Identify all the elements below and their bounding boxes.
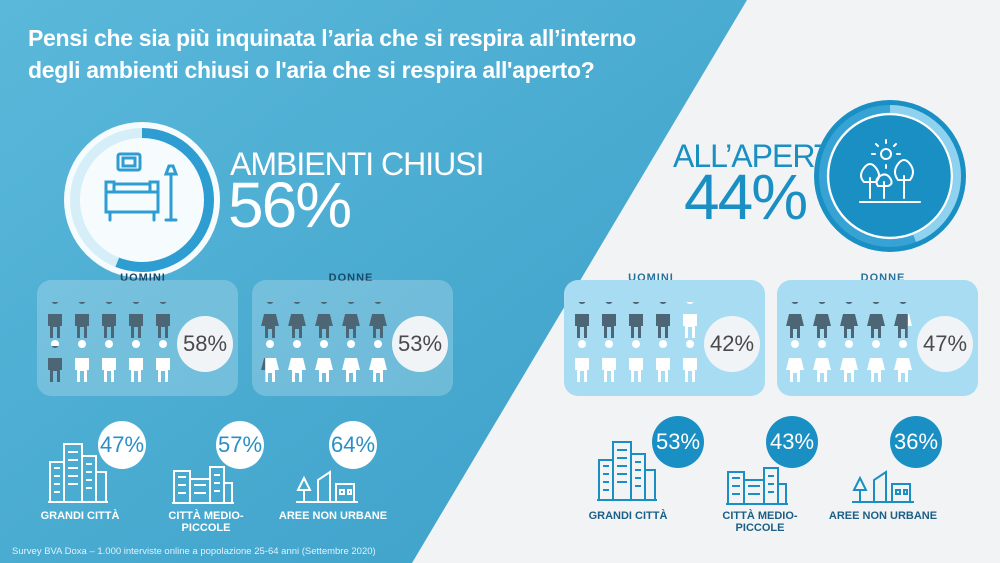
man-icon xyxy=(156,340,170,382)
woman-icon xyxy=(288,296,306,338)
woman-icon xyxy=(261,340,279,382)
woman-icon xyxy=(867,296,885,338)
men-figures xyxy=(48,296,170,382)
rural-area-icon xyxy=(852,470,914,503)
woman-icon xyxy=(813,340,831,382)
all-aperto-value: 44% xyxy=(684,161,808,233)
woman-icon xyxy=(840,296,858,338)
right-aree-non-urbane-label: AREE NON URBANE xyxy=(828,510,938,522)
woman-icon xyxy=(261,296,279,338)
left-uomini-panel: 58% xyxy=(37,280,238,396)
left-aree-non-urbane-label: AREE NON URBANE xyxy=(278,510,388,522)
big-city-icon xyxy=(48,443,108,503)
woman-icon xyxy=(786,296,804,338)
man-icon xyxy=(683,340,697,382)
left-citta-medio-label: CITTÀ MEDIO-PICCOLE xyxy=(168,510,244,534)
all-aperto-gauge xyxy=(814,100,966,252)
ambienti-chiusi-gauge xyxy=(64,122,220,278)
woman-icon xyxy=(315,296,333,338)
right-citta-medio-label: CITTÀ MEDIO-PICCOLE xyxy=(722,510,798,534)
right-donne-panel: 47% xyxy=(777,280,978,396)
left-donne-panel: 53% xyxy=(252,280,453,396)
women-figures xyxy=(786,296,912,382)
right-donne-value: 47% xyxy=(917,316,973,372)
men-figures xyxy=(575,296,697,382)
man-icon xyxy=(156,296,170,338)
woman-icon xyxy=(288,340,306,382)
woman-icon xyxy=(369,340,387,382)
left-uomini-value: 58% xyxy=(177,316,233,372)
big-city-icon xyxy=(597,441,657,501)
man-icon xyxy=(602,296,616,338)
source-footnote: Survey BVA Doxa – 1.000 interviste onlin… xyxy=(12,546,376,557)
left-grandi-citta-label: GRANDI CITTÀ xyxy=(40,510,120,522)
woman-icon xyxy=(342,340,360,382)
men-icon-grid xyxy=(43,296,183,389)
woman-icon xyxy=(894,296,912,338)
right-uomini-panel: 42% xyxy=(564,280,765,396)
man-icon xyxy=(48,340,62,382)
question-title: Pensi che sia più inquinata l’aria che s… xyxy=(28,22,748,86)
medium-city-icon xyxy=(172,466,234,504)
man-icon xyxy=(683,296,697,338)
man-icon xyxy=(602,340,616,382)
woman-icon xyxy=(786,340,804,382)
left-grandi-citta-value: 47% xyxy=(98,421,146,469)
man-icon xyxy=(629,296,643,338)
man-icon xyxy=(75,296,89,338)
women-icon-grid xyxy=(783,296,923,389)
right-uomini-value: 42% xyxy=(704,316,760,372)
right-aree-non-urbane-value: 36% xyxy=(890,416,942,468)
right-grandi-citta-label: GRANDI CITTÀ xyxy=(588,510,668,522)
man-icon xyxy=(656,296,670,338)
women-icon-grid xyxy=(258,296,398,389)
left-donne-label: DONNE xyxy=(328,272,374,284)
right-citta-medio-value: 43% xyxy=(766,416,818,468)
man-icon xyxy=(102,340,116,382)
rural-area-icon xyxy=(296,470,358,503)
woman-icon xyxy=(315,340,333,382)
title-line-1: Pensi che sia più inquinata l’aria che s… xyxy=(28,25,637,51)
man-icon xyxy=(629,340,643,382)
men-icon-grid xyxy=(570,296,710,389)
woman-icon xyxy=(342,296,360,338)
man-icon xyxy=(656,340,670,382)
man-icon xyxy=(575,296,589,338)
women-figures xyxy=(261,296,387,382)
man-icon xyxy=(129,340,143,382)
woman-icon xyxy=(894,340,912,382)
left-donne-value: 53% xyxy=(392,316,448,372)
left-aree-non-urbane-value: 64% xyxy=(329,421,377,469)
man-icon xyxy=(129,296,143,338)
man-icon xyxy=(102,296,116,338)
trees-icon xyxy=(859,139,921,203)
man-icon xyxy=(575,340,589,382)
woman-icon xyxy=(369,296,387,338)
man-icon xyxy=(75,340,89,382)
title-line-2: degli ambienti chiusi o l'aria che si re… xyxy=(28,57,595,83)
ambienti-chiusi-value: 56% xyxy=(228,169,352,241)
woman-icon xyxy=(813,296,831,338)
ambienti-chiusi-label: AMBIENTI CHIUSI xyxy=(230,146,484,182)
living-room-icon xyxy=(104,152,179,222)
man-icon xyxy=(48,296,62,338)
woman-icon xyxy=(840,340,858,382)
woman-icon xyxy=(867,340,885,382)
left-uomini-label: UOMINI xyxy=(120,272,166,284)
medium-city-icon xyxy=(726,467,788,505)
right-grandi-citta-value: 53% xyxy=(652,416,704,468)
left-citta-medio-value: 57% xyxy=(216,421,264,469)
